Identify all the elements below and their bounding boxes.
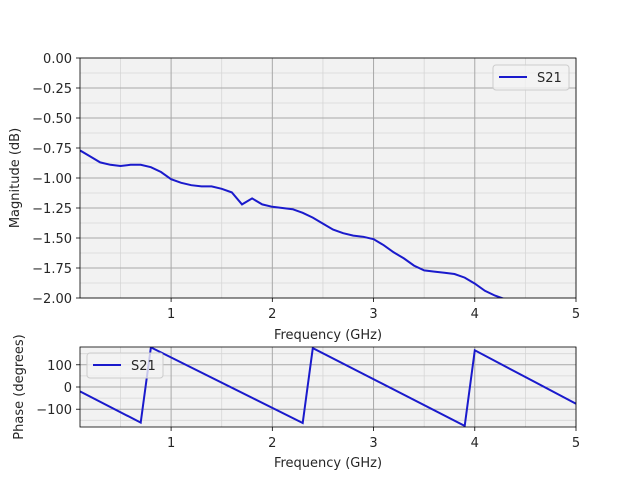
phase-x-tick-label: 1 xyxy=(167,436,175,451)
magnitude-y-ticks: 0.00 −0.25 −0.50 −0.75 −1.00 −1.25 −1.50 −1.75 −… xyxy=(32,52,80,307)
magnitude-y-tick-label: 0.00 xyxy=(43,52,72,67)
phase-legend-box xyxy=(86,352,164,379)
magnitude-x-ticks: 1 2 3 4 5 xyxy=(167,298,580,322)
magnitude-y-tick-label: −1.50 xyxy=(32,232,72,247)
phase-x-tick-label: 3 xyxy=(369,436,377,451)
phase-y-ticks: 100 0 −100 xyxy=(36,359,80,418)
phase-y-tick-label: 100 xyxy=(47,359,72,374)
phase-legend: S21 xyxy=(86,352,164,379)
phase-legend-label: S21 xyxy=(131,359,156,374)
phase-x-axis-label: Frequency (GHz) xyxy=(274,456,382,471)
phase-y-axis-label: Phase (degrees) xyxy=(12,334,27,439)
magnitude-x-axis-label: Frequency (GHz) xyxy=(274,328,382,343)
magnitude-chart: 1 2 3 4 5 0.00 −0.25 −0.50 −0.75 −1.00 −1.25 −1.50… xyxy=(8,52,580,343)
phase-x-tick-label: 4 xyxy=(471,436,479,451)
magnitude-y-tick-label: −2.00 xyxy=(32,292,72,307)
magnitude-x-tick-label: 3 xyxy=(369,307,377,322)
phase-series-s21-line xyxy=(80,347,576,427)
magnitude-y-tick-label: −1.75 xyxy=(32,262,72,277)
phase-y-tick-label: 0 xyxy=(64,381,72,396)
magnitude-x-tick-label: 5 xyxy=(572,307,580,322)
magnitude-legend-label: S21 xyxy=(537,71,562,86)
magnitude-y-tick-label: −0.50 xyxy=(32,112,72,127)
phase-chart: 1 2 3 4 5 100 0 −100 Frequency (GHz) Phase (de… xyxy=(12,334,580,471)
magnitude-y-tick-label: −0.25 xyxy=(32,82,72,97)
magnitude-legend-box xyxy=(492,64,570,91)
magnitude-x-tick-label: 2 xyxy=(268,307,276,322)
magnitude-y-axis-label: Magnitude (dB) xyxy=(8,128,23,228)
magnitude-legend: S21 xyxy=(492,64,570,91)
phase-y-tick-label: −100 xyxy=(36,403,72,418)
phase-x-tick-label: 5 xyxy=(572,436,580,451)
magnitude-series-s21-line xyxy=(80,149,505,298)
phase-major-grid xyxy=(80,347,577,427)
magnitude-y-tick-label: −0.75 xyxy=(32,142,72,157)
magnitude-x-tick-label: 4 xyxy=(471,307,479,322)
magnitude-x-tick-label: 1 xyxy=(167,307,175,322)
magnitude-y-tick-label: −1.25 xyxy=(32,202,72,217)
phase-x-tick-label: 2 xyxy=(268,436,276,451)
magnitude-y-tick-label: −1.00 xyxy=(32,172,72,187)
phase-x-ticks: 1 2 3 4 5 xyxy=(167,427,580,451)
